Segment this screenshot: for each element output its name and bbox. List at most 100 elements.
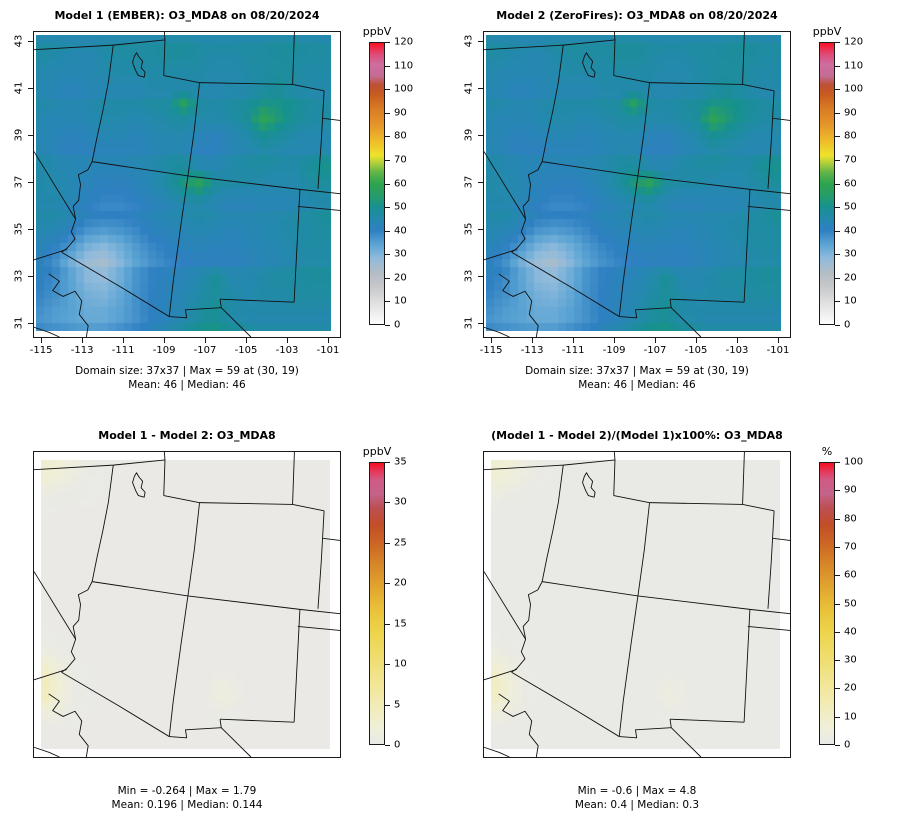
- colorbar-tick: [385, 583, 390, 585]
- stats-line-1: Min = -0.264 | Max = 1.79: [117, 785, 257, 797]
- colorbar-tick: [835, 159, 840, 161]
- y-axis-tick-label: 37: [463, 175, 475, 189]
- colorbar-tick: [835, 42, 840, 43]
- colorbar-tick-label: 20: [394, 272, 407, 284]
- y-axis-tick-label: 35: [13, 222, 25, 236]
- colorbar-tick-label: 40: [844, 626, 857, 638]
- colorbar-tick: [835, 490, 840, 492]
- colorbar-tick: [385, 462, 390, 463]
- x-axis-tick: [205, 338, 206, 343]
- x-axis-tick-label: -115: [29, 345, 53, 356]
- map-box: [33, 451, 341, 758]
- colorbar-tick-label: 50: [844, 598, 857, 609]
- stats-line-2: Mean: 46 | Median: 46: [578, 379, 696, 391]
- colorbar-tick: [385, 89, 390, 91]
- colorbar-tick-label: 60: [844, 569, 857, 581]
- x-axis-tick: [123, 338, 125, 343]
- colorbar-tick: [835, 183, 840, 185]
- colorbar-tick-label: 90: [844, 107, 857, 119]
- colorbar-tick-label: 20: [844, 272, 857, 284]
- y-axis-tick-label: 43: [463, 34, 475, 48]
- colorbar-tick-label: 5: [394, 699, 401, 711]
- colorbar-tick: [385, 42, 390, 43]
- colorbar-tick: [835, 230, 840, 232]
- y-axis-tick-label: 41: [463, 81, 475, 95]
- colorbar-tick-label: 15: [394, 618, 407, 630]
- colorbar-tick: [385, 207, 390, 209]
- y-axis-tick-label: 35: [463, 222, 475, 236]
- colorbar-tick-label: 60: [394, 178, 407, 189]
- y-axis-tick-label: 33: [463, 269, 475, 283]
- x-axis-tick: [287, 338, 288, 343]
- colorbar-tick-label: 10: [844, 295, 857, 307]
- colorbar-tick-label: 0: [394, 739, 401, 751]
- colorbar-tick-label: 30: [394, 248, 407, 260]
- colorbar-tick: [835, 277, 840, 279]
- state-borders-overlay: [484, 32, 790, 337]
- x-axis-tick-label: -101: [316, 345, 340, 356]
- x-axis-tick: [532, 338, 534, 343]
- colorbar-tick-label: 0: [844, 739, 851, 751]
- y-axis-tick-label: 43: [13, 34, 25, 48]
- x-axis-tick-label: -113: [520, 345, 544, 356]
- x-axis-tick: [246, 338, 247, 343]
- colorbar-tick: [385, 183, 390, 185]
- x-axis-tick: [328, 338, 329, 343]
- x-axis-tick: [573, 338, 575, 343]
- state-borders-overlay: [34, 452, 340, 757]
- colorbar-tick: [385, 502, 390, 504]
- panel-stats: Min = -0.264 | Max = 1.79 Mean: 0.196 | …: [23, 784, 351, 812]
- stats-line-1: Domain size: 37x37 | Max = 59 at (30, 19…: [525, 365, 749, 377]
- colorbar-tick-label: 70: [844, 541, 857, 553]
- x-axis-tick-label: -111: [561, 345, 585, 356]
- y-axis-tick-label: 31: [463, 316, 475, 330]
- colorbar: [369, 462, 385, 745]
- colorbar-label: ppbV: [362, 25, 392, 38]
- panel-percent-difference: (Model 1 - Model 2)/(Model 1)x100%: O3_M…: [450, 420, 900, 840]
- colorbar-tick: [835, 518, 840, 520]
- x-axis-tick: [82, 338, 84, 343]
- colorbar-tick-label: 80: [844, 130, 857, 142]
- colorbar-tick: [835, 575, 840, 577]
- y-axis-tick-label: 41: [13, 81, 25, 95]
- colorbar-tick-label: 20: [844, 682, 857, 694]
- colorbar-tick-label: 70: [394, 154, 407, 166]
- colorbar-tick: [385, 159, 390, 161]
- state-borders-overlay: [484, 452, 790, 757]
- colorbar-tick: [385, 112, 390, 114]
- y-axis-tick-label: 39: [13, 128, 25, 142]
- stats-line-2: Mean: 0.196 | Median: 0.144: [111, 799, 263, 811]
- panel-title: Model 1 - Model 2: O3_MDA8: [98, 429, 276, 442]
- colorbar-tick: [385, 254, 390, 256]
- colorbar-tick: [385, 65, 390, 67]
- colorbar-tick: [835, 136, 840, 138]
- colorbar-tick: [835, 112, 840, 114]
- colorbar-tick-label: 120: [394, 36, 414, 48]
- colorbar-tick: [835, 603, 840, 605]
- x-axis-tick-label: -107: [643, 345, 667, 356]
- colorbar-tick-label: 100: [844, 83, 864, 95]
- stats-line-1: Domain size: 37x37 | Max = 59 at (30, 19…: [75, 365, 299, 377]
- heatmap-raster: [41, 460, 330, 749]
- heatmap-raster: [491, 460, 780, 749]
- colorbar-tick: [835, 65, 840, 67]
- x-axis-tick-label: -113: [70, 345, 94, 356]
- colorbar: [369, 42, 385, 325]
- colorbar-label: ppbV: [362, 445, 392, 458]
- x-axis-tick-label: -107: [193, 345, 217, 356]
- colorbar-tick-label: 30: [844, 248, 857, 260]
- colorbar-tick-label: 0: [394, 319, 401, 331]
- colorbar-tick-label: 20: [394, 577, 407, 589]
- colorbar-tick-label: 50: [394, 201, 407, 213]
- colorbar-tick-label: 0: [844, 319, 851, 331]
- panel-model2: Model 2 (ZeroFires): O3_MDA8 on 08/20/20…: [450, 0, 900, 420]
- colorbar-tick: [835, 462, 840, 463]
- x-axis-tick: [164, 338, 166, 343]
- colorbar-tick: [385, 325, 390, 326]
- colorbar-tick: [385, 745, 390, 746]
- panel-stats: Domain size: 37x37 | Max = 59 at (30, 19…: [23, 364, 351, 392]
- stats-line-2: Mean: 46 | Median: 46: [128, 379, 246, 391]
- colorbar-tick: [385, 301, 390, 303]
- y-axis-tick-label: 37: [13, 175, 25, 189]
